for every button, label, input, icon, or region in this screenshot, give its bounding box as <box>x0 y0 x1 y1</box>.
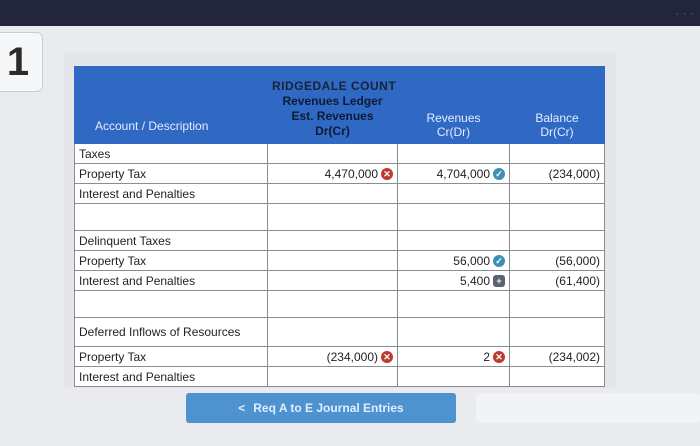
header-balance: Balance Dr(Cr) <box>509 66 605 144</box>
balance-cell[interactable]: (234,002) <box>509 346 605 367</box>
balance-cell[interactable] <box>509 230 605 251</box>
table-row: Interest and Penalties 5,400 + (61,400) <box>74 270 605 291</box>
est-revenues-cell[interactable] <box>267 183 398 204</box>
table-row: Property Tax (234,000) ✕ 2 ✕ (234,002) <box>74 346 605 367</box>
account-cell: Property Tax <box>74 346 268 367</box>
revenues-cell-value: 5,400 <box>459 273 490 288</box>
question-number-badge: 1 <box>0 32 43 92</box>
ledger-header-row: Account / Description RIDGEDALE COUNTY R… <box>74 66 605 144</box>
header-est-revenues: RIDGEDALE COUNTY Revenues Ledger Est. Re… <box>267 66 398 144</box>
revenues-cell[interactable]: 56,000 ✓ <box>397 250 510 271</box>
est-revenues-cell[interactable] <box>267 366 398 387</box>
revenues-ledger-table: Account / Description RIDGEDALE COUNTY R… <box>74 66 605 387</box>
header-bal-line2: Dr(Cr) <box>540 125 574 139</box>
balance-cell[interactable]: (56,000) <box>509 250 605 271</box>
title-ledger: Revenues Ledger <box>282 94 383 108</box>
revenues-cell-value: 2 <box>483 349 490 364</box>
balance-cell[interactable] <box>509 290 605 318</box>
chevron-left-icon: < <box>238 401 246 415</box>
balance-cell[interactable] <box>509 143 605 164</box>
header-account: Account / Description <box>74 66 268 144</box>
est-revenues-cell[interactable]: 4,470,000 ✕ <box>267 163 398 184</box>
revenues-cell[interactable] <box>397 230 510 251</box>
check-circle-icon: ✓ <box>493 254 505 267</box>
est-revenues-cell[interactable] <box>267 250 398 271</box>
revenues-cell[interactable] <box>397 290 510 318</box>
account-cell: Taxes <box>74 143 268 164</box>
table-row: Deferred Inflows of Resources <box>74 317 605 347</box>
balance-cell-value: (234,000) <box>548 166 600 181</box>
account-cell: Delinquent Taxes <box>74 230 268 251</box>
title-county: RIDGEDALE COUNTY <box>272 79 398 93</box>
account-cell <box>74 203 268 231</box>
header-est-line2: Dr(Cr) <box>315 124 350 138</box>
table-row: Interest and Penalties <box>74 183 605 204</box>
revenues-cell[interactable]: 4,704,000 ✓ <box>397 163 510 184</box>
revenues-cell[interactable] <box>397 143 510 164</box>
est-revenues-cell[interactable] <box>267 203 398 231</box>
header-bal-line1: Balance <box>535 111 579 125</box>
table-row <box>74 290 605 318</box>
est-revenues-cell[interactable] <box>267 270 398 291</box>
close-circle-icon: ✕ <box>493 350 505 363</box>
revenues-cell-value: 56,000 <box>453 253 490 268</box>
revenues-cell[interactable]: 5,400 + <box>397 270 510 291</box>
header-revenues: Revenues Cr(Dr) <box>397 66 510 144</box>
balance-cell[interactable]: (61,400) <box>509 270 605 291</box>
more-icon: · · · <box>675 6 694 20</box>
plus-badge-icon: + <box>493 274 505 287</box>
table-row: Interest and Penalties <box>74 366 605 387</box>
revenues-cell[interactable]: 2 ✕ <box>397 346 510 367</box>
account-cell: Interest and Penalties <box>74 183 268 204</box>
balance-cell[interactable] <box>509 183 605 204</box>
table-row <box>74 203 605 231</box>
balance-cell[interactable] <box>509 203 605 231</box>
balance-cell-value: (61,400) <box>555 273 600 288</box>
est-revenues-cell[interactable] <box>267 143 398 164</box>
revenues-cell[interactable] <box>397 183 510 204</box>
account-cell: Interest and Penalties <box>74 270 268 291</box>
header-rev-line1: Revenues <box>426 111 481 125</box>
account-cell: Interest and Penalties <box>74 366 268 387</box>
est-revenues-cell[interactable] <box>267 230 398 251</box>
est-revenues-cell-value: (234,000) <box>326 349 378 364</box>
account-cell: Deferred Inflows of Resources <box>74 317 268 347</box>
revenues-cell[interactable] <box>397 317 510 347</box>
balance-cell[interactable]: (234,000) <box>509 163 605 184</box>
est-revenues-cell[interactable] <box>267 290 398 318</box>
nav-button-label: Req A to E Journal Entries <box>253 401 404 415</box>
revenues-cell[interactable] <box>397 203 510 231</box>
header-est-line1: Est. Revenues <box>291 109 374 123</box>
revenues-cell[interactable] <box>397 366 510 387</box>
account-cell <box>74 290 268 318</box>
est-revenues-cell[interactable] <box>267 317 398 347</box>
account-cell: Property Tax <box>74 250 268 271</box>
table-row: Delinquent Taxes <box>74 230 605 251</box>
est-revenues-cell-value: 4,470,000 <box>324 166 378 181</box>
table-row: Taxes <box>74 143 605 164</box>
close-circle-icon: ✕ <box>381 350 393 363</box>
table-row: Property Tax 4,470,000 ✕ 4,704,000 ✓ (234,000… <box>74 163 605 184</box>
balance-cell[interactable] <box>509 317 605 347</box>
close-circle-icon: ✕ <box>381 167 393 180</box>
top-bar: · · · <box>0 0 700 26</box>
balance-cell-value: (56,000) <box>555 253 600 268</box>
est-revenues-cell[interactable]: (234,000) ✕ <box>267 346 398 367</box>
account-cell: Property Tax <box>74 163 268 184</box>
balance-cell[interactable] <box>509 366 605 387</box>
next-requirement-button[interactable] <box>476 393 700 423</box>
check-circle-icon: ✓ <box>493 167 505 180</box>
header-rev-line2: Cr(Dr) <box>436 125 471 139</box>
balance-cell-value: (234,002) <box>548 349 600 364</box>
ledger-title: RIDGEDALE COUNTY Revenues Ledger Est. Re… <box>272 79 398 139</box>
revenues-cell-value: 4,704,000 <box>436 166 490 181</box>
req-a-to-e-journal-entries-button[interactable]: < Req A to E Journal Entries <box>186 393 456 423</box>
table-row: Property Tax 56,000 ✓ (56,000) <box>74 250 605 271</box>
